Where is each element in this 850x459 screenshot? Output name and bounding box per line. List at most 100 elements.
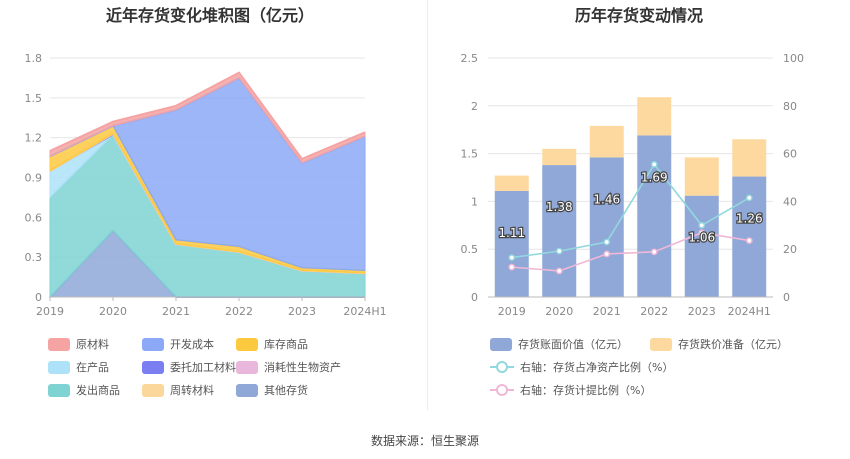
x-tick-label: 2020 [545,305,573,318]
legend-label: 消耗性生物资产 [264,361,341,374]
bar-book-value [684,195,719,297]
right-chart-title: 历年存货变动情况 [574,6,703,25]
left-chart-title: 近年存货变化堆积图（亿元） [105,6,314,25]
legend-label: 委托加工材料 [170,361,236,374]
bar-provision [684,157,719,196]
line-point [698,221,706,229]
x-tick-label: 2021 [162,305,190,318]
legend-label: 存货跌价准备（亿元） [678,338,788,351]
legend-swatch [48,383,70,397]
bar-value-label: 1.38 [546,200,573,214]
x-tick-label: 2022 [640,305,668,318]
legend-item[interactable]: 存货账面价值（亿元） [490,336,628,352]
line-point [698,229,706,237]
legend-line-swatch [490,361,514,373]
right-chart-legend: 存货账面价值（亿元） 存货跌价准备（亿元） 右轴：存货占净资产比例（%） 右轴：存货计… [428,330,850,410]
bar-value-label: 1.11 [498,226,525,240]
legend-swatch [142,383,164,397]
legend-swatch [650,337,672,351]
legend-label: 右轴：存货占净资产比例（%） [520,361,674,374]
legend-label: 其他存货 [264,384,308,397]
legend-label: 发出商品 [76,384,120,397]
legend-item[interactable]: 存货跌价准备（亿元） [650,336,788,352]
legend-item[interactable]: 原材料 [48,336,109,352]
x-tick-label: 2024H1 [343,305,386,318]
legend-swatch [142,360,164,374]
y-tick-label: 0 [471,291,478,304]
legend-item[interactable]: 库存商品 [236,336,308,352]
line-point [508,263,516,271]
line-point [603,238,611,246]
line-point [508,254,516,261]
y-tick-label: 1.8 [25,52,43,65]
y-tick-label: 1.2 [25,132,43,145]
x-tick-label: 2020 [99,305,127,318]
y2-tick-label: 80 [783,100,797,113]
y-tick-label: 1 [471,195,478,208]
x-tick-label: 2024H1 [728,305,771,318]
y-tick-label: 0 [35,291,42,304]
line-point [650,248,658,256]
y-tick-label: 1.5 [461,148,479,161]
legend-label: 库存商品 [264,338,308,351]
legend-swatch [490,337,512,351]
bar-book-value [589,157,624,297]
legend-label: 原材料 [76,338,109,351]
bar-book-value [494,190,529,297]
line-ratio-net-assets [511,162,750,259]
legend-item[interactable]: 在产品 [48,359,109,375]
data-source-note: 数据来源：恒生聚源 [370,434,479,448]
line-point [555,267,563,275]
bar-provision [589,125,624,158]
line-point [745,194,753,202]
bar-book-value [637,135,672,297]
x-tick-label: 2022 [225,305,253,318]
bar-value-label: 1.06 [688,231,715,245]
y-tick-label: 0.3 [25,251,43,264]
legend-item[interactable]: 右轴：存货计提比例（%） [490,382,651,398]
y-tick-label: 2.5 [461,52,479,65]
legend-label: 开发成本 [170,338,214,351]
left-chart-legend: 原材料 开发成本 库存商品在产品 委托加工材料 消耗性生物资产发出商品 周转材料 其他存货 [0,330,428,410]
area-line-8 [49,71,366,161]
y2-tick-label: 20 [783,243,797,256]
x-tick-label: 2023 [688,305,716,318]
legend-item[interactable]: 右轴：存货占净资产比例（%） [490,359,673,375]
legend-item[interactable]: 其他存货 [236,382,308,398]
bar-provision [542,148,577,166]
bar-book-value [542,165,577,297]
line-point [745,237,753,244]
legend-label: 在产品 [76,361,109,374]
bar-provision [637,97,672,136]
y2-tick-label: 100 [783,52,804,65]
x-tick-label: 2023 [288,305,316,318]
legend-item[interactable]: 周转材料 [142,382,214,398]
legend-swatch [236,383,258,397]
legend-swatch [48,337,70,351]
line-point [650,161,658,168]
legend-swatch [236,337,258,351]
legend-line-swatch [490,384,514,396]
y2-tick-label: 0 [783,291,790,304]
line-point [555,247,563,255]
x-tick-label: 2021 [593,305,621,318]
legend-item[interactable]: 发出商品 [48,382,120,398]
y-tick-label: 0.9 [25,172,43,185]
y-tick-label: 0.6 [25,211,43,224]
bar-provision [732,139,767,177]
bar-value-label: 1.46 [593,192,620,206]
legend-swatch [236,360,258,374]
stacked-area-chart: 0 0.3 0.6 0.9 1.2 1.5 1.8 2019 2020 2021 2022 2023 2… [25,52,387,318]
legend-swatch [48,360,70,374]
legend-swatch [142,337,164,351]
x-tick-label: 2019 [36,305,64,318]
legend-item[interactable]: 委托加工材料 [142,359,236,375]
legend-item[interactable]: 开发成本 [142,336,214,352]
legend-label: 周转材料 [170,384,214,397]
x-tick-label: 2019 [498,305,526,318]
line-provision-ratio [511,231,750,272]
legend-item[interactable]: 消耗性生物资产 [236,359,341,375]
bar-provision [494,175,529,191]
bar-value-label: 1.69 [641,170,668,184]
legend-label: 存货账面价值（亿元） [518,338,628,351]
